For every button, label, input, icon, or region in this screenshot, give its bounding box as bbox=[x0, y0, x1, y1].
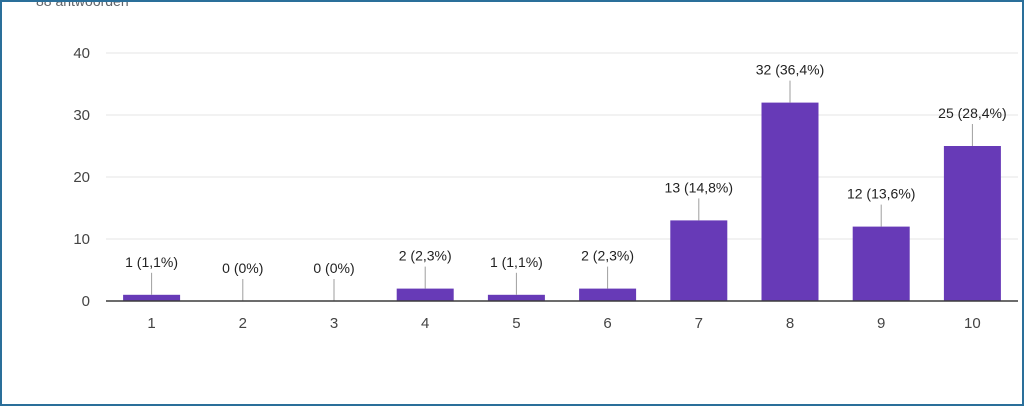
x-tick-label-5: 5 bbox=[512, 315, 520, 332]
bar-10 bbox=[943, 146, 1001, 301]
data-label-6: 2 (2,3%) bbox=[581, 248, 634, 264]
data-label-8: 32 (36,4%) bbox=[756, 62, 824, 78]
bar-1 bbox=[123, 294, 181, 301]
y-tick-label-40: 40 bbox=[73, 45, 90, 62]
x-tick-label-4: 4 bbox=[421, 315, 429, 332]
x-tick-label-2: 2 bbox=[239, 315, 247, 332]
y-tick-label-30: 30 bbox=[73, 107, 90, 124]
bar-5 bbox=[487, 294, 545, 301]
bar-6 bbox=[579, 288, 637, 301]
bar-4 bbox=[396, 288, 454, 301]
data-label-4: 2 (2,3%) bbox=[399, 248, 452, 264]
data-label-3: 0 (0%) bbox=[313, 260, 354, 276]
x-tick-label-8: 8 bbox=[786, 315, 794, 332]
x-tick-label-6: 6 bbox=[603, 315, 611, 332]
data-label-2: 0 (0%) bbox=[222, 260, 263, 276]
y-tick-label-10: 10 bbox=[73, 231, 90, 248]
response-count: 88 antwoorden bbox=[36, 0, 129, 9]
x-tick-label-7: 7 bbox=[695, 315, 703, 332]
data-label-7: 13 (14,8%) bbox=[665, 179, 733, 195]
bar-8 bbox=[761, 102, 819, 301]
bar-9 bbox=[852, 226, 910, 301]
data-label-5: 1 (1,1%) bbox=[490, 254, 543, 270]
x-tick-label-3: 3 bbox=[330, 315, 338, 332]
data-label-9: 12 (13,6%) bbox=[847, 186, 915, 202]
x-tick-label-1: 1 bbox=[147, 315, 155, 332]
y-tick-label-20: 20 bbox=[73, 169, 90, 186]
y-tick-label-0: 0 bbox=[82, 293, 90, 310]
x-tick-label-10: 10 bbox=[964, 315, 981, 332]
data-label-10: 25 (28,4%) bbox=[938, 105, 1006, 121]
x-tick-label-9: 9 bbox=[877, 315, 885, 332]
data-label-1: 1 (1,1%) bbox=[125, 254, 178, 270]
bar-7 bbox=[670, 220, 728, 301]
